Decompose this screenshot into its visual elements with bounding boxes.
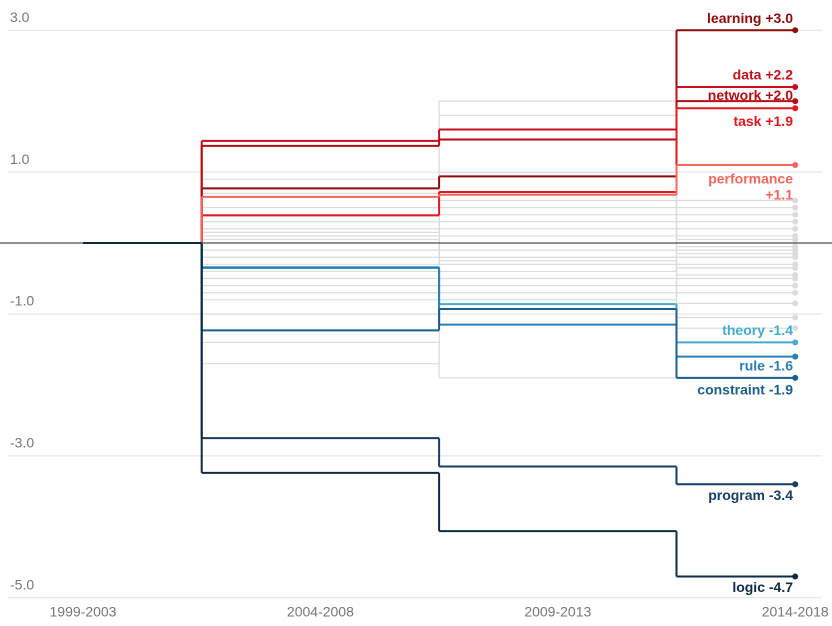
series-label: rule -1.6 bbox=[739, 357, 793, 373]
series-label: theory -1.4 bbox=[722, 322, 793, 338]
background-line-end-dot bbox=[792, 211, 799, 218]
background-line-end-dot bbox=[792, 325, 799, 332]
background-line-end-dot bbox=[792, 197, 799, 204]
series-line-end-dot bbox=[792, 98, 799, 105]
background-line-end-dot bbox=[792, 225, 799, 232]
series-label: performance bbox=[708, 171, 793, 187]
series-label: logic -4.7 bbox=[732, 579, 793, 595]
series-label: learning +3.0 bbox=[707, 10, 793, 26]
series-line-end-dot bbox=[792, 105, 799, 112]
background-line-end-dot bbox=[792, 254, 799, 261]
series-label: network +2.0 bbox=[708, 87, 793, 103]
background-line-end-dot bbox=[792, 289, 799, 296]
series-line-end-dot bbox=[792, 27, 799, 34]
background-line-end-dot bbox=[792, 275, 799, 282]
background-line-end-dot bbox=[792, 236, 799, 243]
series-label: constraint -1.9 bbox=[697, 382, 793, 398]
background-line-end-dot bbox=[792, 218, 799, 225]
background-line-end-dot bbox=[792, 264, 799, 271]
series-label: data +2.2 bbox=[733, 67, 794, 83]
series-line-end-dot bbox=[792, 353, 799, 360]
background-line-end-dot bbox=[792, 204, 799, 211]
series-line-end-dot bbox=[792, 573, 799, 580]
series-label: +1.1 bbox=[765, 187, 793, 203]
series-line-end-dot bbox=[792, 162, 799, 168]
series-label: task +1.9 bbox=[733, 113, 793, 129]
y-tick-label: 3.0 bbox=[10, 9, 30, 25]
background-line-end-dot bbox=[792, 300, 799, 307]
x-tick-label: 2004-2008 bbox=[287, 604, 354, 620]
y-tick-label: 1.0 bbox=[10, 151, 30, 167]
background-line-end-dot bbox=[792, 314, 799, 321]
series-line-end-dot bbox=[792, 481, 799, 488]
x-tick-label: 1999-2003 bbox=[50, 604, 117, 620]
series-line-end-dot bbox=[792, 83, 799, 90]
y-tick-label: -5.0 bbox=[10, 577, 34, 593]
background-line-end-dot bbox=[792, 282, 799, 289]
series-line-end-dot bbox=[792, 339, 799, 346]
series-line-end-dot bbox=[792, 374, 799, 381]
series-label: program -3.4 bbox=[708, 487, 793, 503]
x-tick-label: 2009-2013 bbox=[524, 604, 591, 620]
y-tick-label: -1.0 bbox=[10, 293, 34, 309]
x-tick-label: 2014-2018 bbox=[762, 604, 829, 620]
y-tick-label: -3.0 bbox=[10, 435, 34, 451]
